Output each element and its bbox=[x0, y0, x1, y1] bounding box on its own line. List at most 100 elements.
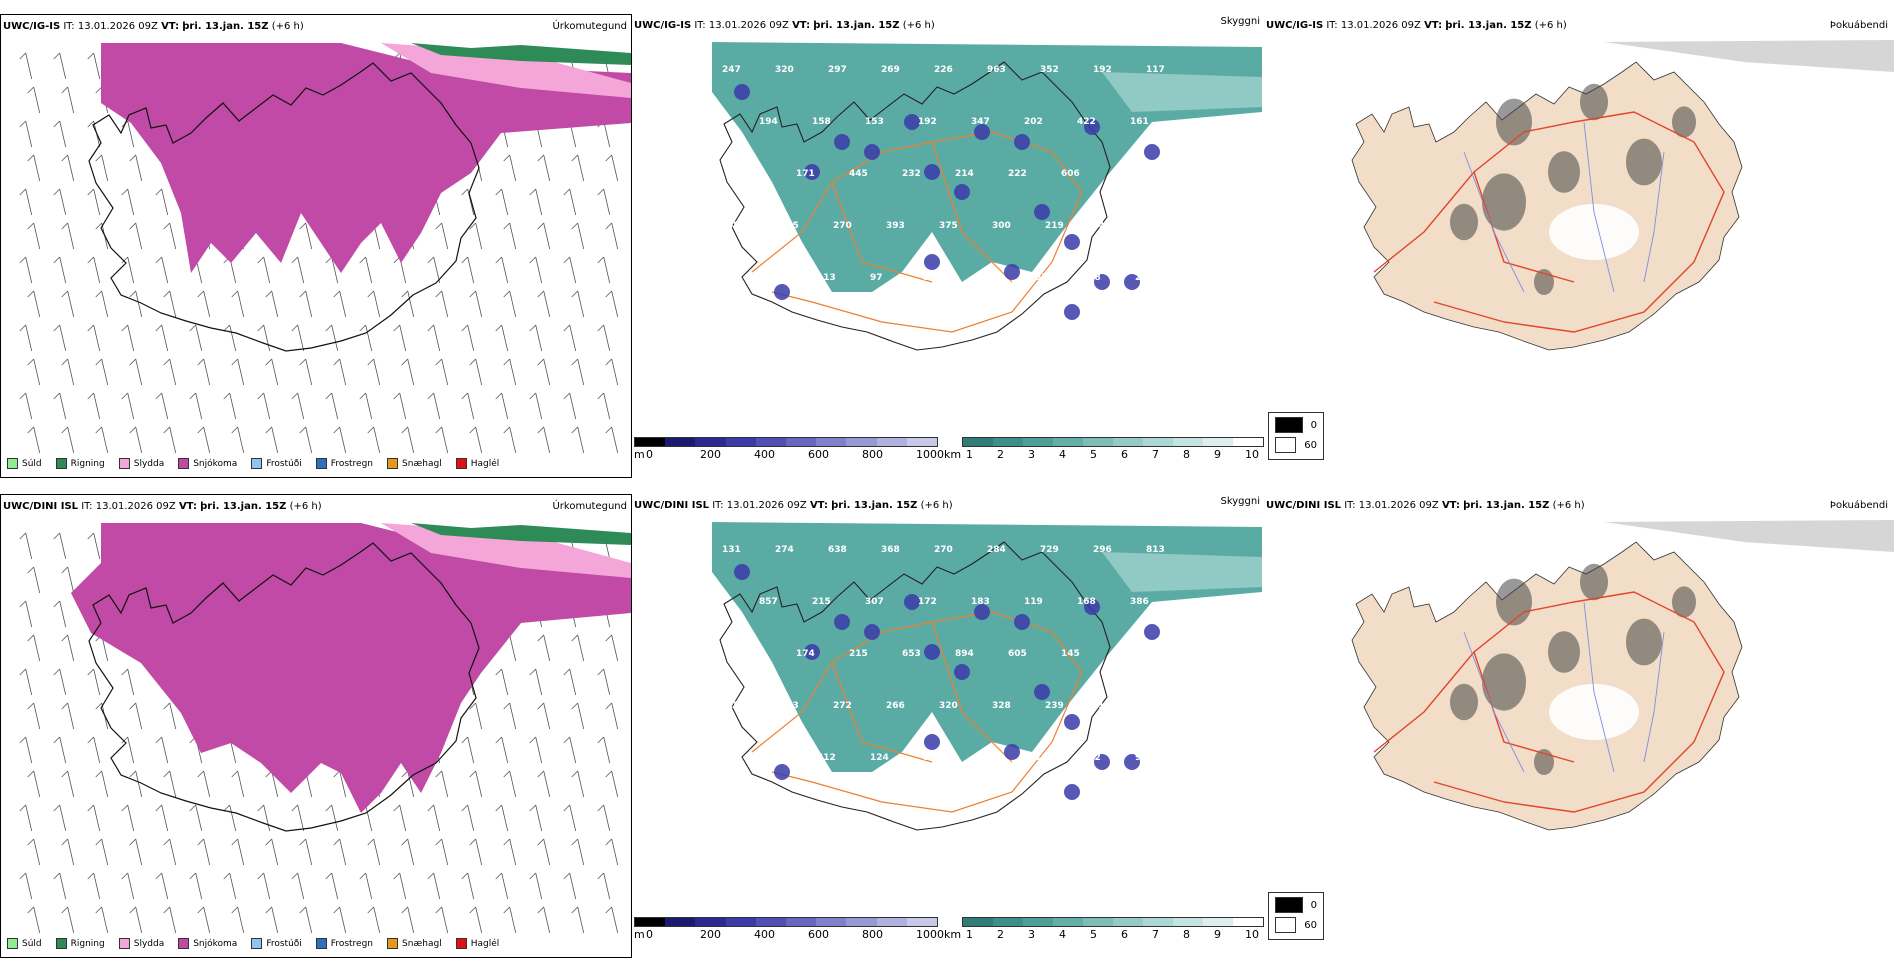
panel-title: Úrkomutegund bbox=[552, 501, 627, 512]
precip-legend-item: Haglél bbox=[455, 938, 500, 949]
ceiling-value-label: 284 bbox=[987, 545, 1006, 555]
ceiling-value-label: 422 bbox=[1077, 117, 1096, 127]
rivers bbox=[1463, 121, 1665, 293]
colorbar-segment bbox=[963, 438, 993, 446]
colorbar-segment bbox=[1113, 918, 1143, 926]
panel-header: UWC/IG-IS IT: 13.01.2026 09Z VT: þri. 13… bbox=[3, 21, 304, 32]
ceiling-value-label: 199 bbox=[1151, 701, 1170, 711]
ceiling-value-label: 857 bbox=[759, 597, 778, 607]
legend-swatch bbox=[178, 458, 190, 469]
precip-legend-item: Súld bbox=[7, 458, 42, 469]
ceiling-value-label: 157 bbox=[1029, 273, 1048, 283]
fog-legend-row: 60 bbox=[1275, 437, 1317, 453]
ceiling-value-label: 445 bbox=[849, 169, 868, 179]
low-ceiling-cell bbox=[954, 664, 970, 680]
scale-tick-label: 9 bbox=[1214, 448, 1221, 461]
low-ceiling-cell bbox=[1144, 144, 1160, 160]
ceiling-value-label: 386 bbox=[1130, 597, 1149, 607]
scale-tick-label: 200 bbox=[700, 448, 721, 461]
colorbar-segment bbox=[1173, 918, 1203, 926]
ceiling-value-label: 202 bbox=[1024, 117, 1043, 127]
visibility-colorbar bbox=[962, 917, 1264, 927]
precip-legend-item: Slydda bbox=[118, 938, 164, 949]
legend-label: Haglél bbox=[470, 938, 500, 949]
ceiling-value-label: 119 bbox=[1024, 597, 1043, 607]
rivers bbox=[1463, 601, 1665, 773]
ceiling-labels: 131 274 638 368 270 284 729 296 813 857 215 307 172 1… bbox=[722, 545, 1170, 815]
low-ceiling-cell bbox=[1144, 624, 1160, 640]
legend-swatch bbox=[7, 458, 18, 469]
sleet-area bbox=[381, 43, 631, 98]
ceiling-visibility-map: 131 274 638 368 270 284 729 296 813 857 215 307 172 1… bbox=[712, 522, 1262, 831]
ceiling-value-label: 368 bbox=[881, 545, 900, 555]
colorbar-segment bbox=[786, 438, 817, 446]
ceiling-value-label: 653 bbox=[902, 649, 921, 659]
legend-swatch bbox=[118, 458, 130, 469]
ceiling-value-label: 289 bbox=[1135, 273, 1154, 283]
ceiling-value-label: 122 bbox=[1151, 221, 1170, 231]
panel-header: UWC/DINI ISL IT: 13.01.2026 09Z VT: þri.… bbox=[3, 501, 322, 512]
legend-swatch bbox=[118, 938, 130, 949]
scale-tick-label: 8 bbox=[1183, 928, 1190, 941]
precip-legend-item: Slydda bbox=[118, 458, 164, 469]
ceiling-value-label: 307 bbox=[865, 597, 884, 607]
colorbar-segment bbox=[1173, 438, 1203, 446]
low-ceiling-cell bbox=[1064, 784, 1080, 800]
visibility-colorbar bbox=[962, 437, 1264, 447]
low-ceiling-cell bbox=[1124, 754, 1140, 770]
legend-swatch bbox=[315, 458, 327, 469]
precip-legend-item: Snjókoma bbox=[178, 458, 237, 469]
ceiling-value-label: 813 bbox=[1146, 545, 1165, 555]
fog-shading bbox=[1450, 563, 1696, 775]
ceiling-value-label: 110 bbox=[1029, 753, 1048, 763]
visibility-field-light bbox=[1102, 552, 1262, 592]
colorbar-segment bbox=[786, 918, 817, 926]
colorbar-segment bbox=[1023, 918, 1053, 926]
fog-legend-label: 0 bbox=[1310, 899, 1317, 911]
ceiling-value-label: 219 bbox=[1045, 221, 1064, 231]
ceiling-value-label: 352 bbox=[1040, 65, 1059, 75]
ceiling-value-label: 320 bbox=[939, 701, 958, 711]
ceiling-value-label: 113 bbox=[817, 273, 836, 283]
ceiling-value-label: 347 bbox=[971, 117, 990, 127]
ceiling-value-label: 192 bbox=[1082, 753, 1101, 763]
fog-free-area bbox=[1549, 204, 1639, 260]
low-ceiling-cell bbox=[774, 764, 790, 780]
colorbar-segment bbox=[755, 438, 787, 446]
ceiling-value-label: 439 bbox=[1098, 221, 1117, 231]
low-ceiling-cell bbox=[1014, 614, 1030, 630]
ceiling-value-label: 320 bbox=[775, 65, 794, 75]
legend-label: Snæhagl bbox=[402, 938, 442, 949]
legend-label: Súld bbox=[22, 458, 42, 469]
ceiling-value-label: 963 bbox=[987, 65, 1006, 75]
colorbar-segment bbox=[876, 918, 907, 926]
ceiling-value-label: 124 bbox=[870, 753, 889, 763]
ceiling-value-label: 222 bbox=[743, 169, 762, 179]
fog-legend-label: 0 bbox=[1310, 419, 1317, 431]
legend-label: Snjókoma bbox=[193, 938, 238, 949]
scale-tick-label: 800 bbox=[862, 448, 883, 461]
ceiling-colorbar bbox=[634, 917, 938, 927]
colorbar-segment bbox=[725, 918, 756, 926]
low-ceiling-cell bbox=[834, 614, 850, 630]
ceiling-value-label: 131 bbox=[722, 545, 741, 555]
ceiling-colorbar bbox=[634, 437, 938, 447]
legend-swatch bbox=[55, 938, 67, 949]
ceiling-value-label: 606 bbox=[1061, 169, 1080, 179]
colorbar-segment bbox=[695, 918, 726, 926]
legend-label: Haglél bbox=[470, 458, 500, 469]
colorbar-segment bbox=[1233, 438, 1263, 446]
panel-header: UWC/DINI ISL IT: 13.01.2026 09Z VT: þri.… bbox=[1266, 500, 1585, 511]
colorbar-segment bbox=[695, 438, 726, 446]
fog-legend-swatch bbox=[1275, 897, 1303, 913]
scale-tick-label: 0 bbox=[646, 928, 653, 941]
ceiling-visibility-map: 247 320 297 269 226 963 352 192 117 194 158 153 192 3… bbox=[712, 42, 1262, 351]
precip-type-map bbox=[19, 43, 631, 453]
fog-legend-row: 0 bbox=[1275, 417, 1317, 433]
low-ceiling-cell bbox=[1094, 274, 1110, 290]
ceiling-value-label: 296 bbox=[1093, 545, 1112, 555]
precip-legend-item: Rigning bbox=[55, 938, 105, 949]
fog-free-area bbox=[1549, 684, 1639, 740]
coastline bbox=[88, 62, 480, 352]
ceiling-value-label: 87 bbox=[748, 805, 761, 815]
